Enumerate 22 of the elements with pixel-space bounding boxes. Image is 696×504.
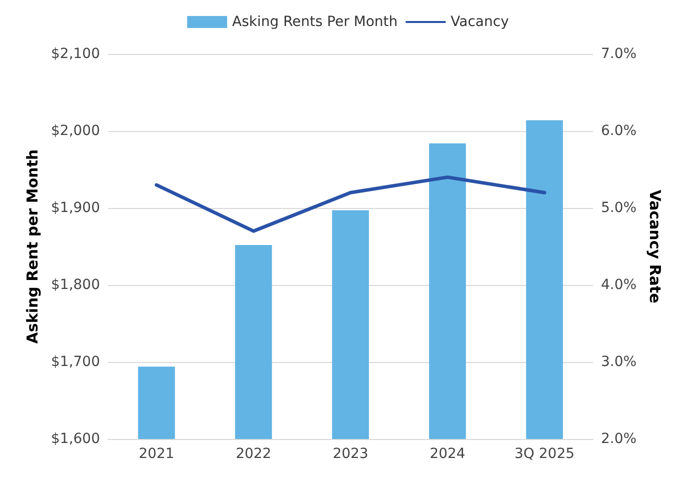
y2-tick-label: 7.0%: [601, 46, 637, 62]
y-tick-label: $2,000: [51, 123, 100, 139]
y2-tick-label: 2.0%: [601, 431, 637, 447]
y-tick-label: $1,900: [51, 200, 100, 216]
y-tick-label: $1,600: [51, 431, 100, 447]
y2-tick-label: 5.0%: [601, 200, 637, 216]
x-tick-label: 2023: [332, 446, 368, 462]
y2-tick-label: 6.0%: [601, 123, 637, 139]
y2-tick-label: 3.0%: [601, 354, 637, 370]
x-tick-label: 2024: [430, 446, 466, 462]
x-tick-label: 2021: [138, 446, 174, 462]
y-axis-title: Asking Rent per Month: [24, 149, 42, 344]
y-tick-label: $1,700: [51, 354, 100, 370]
x-tick-label: 3Q 2025: [514, 446, 575, 462]
x-tick-label: 2022: [236, 446, 272, 462]
y-tick-label: $2,100: [51, 46, 100, 62]
legend-label: Vacancy: [450, 14, 509, 30]
y2-axis-title: Vacancy Rate: [646, 190, 664, 304]
y2-tick-label: 4.0%: [601, 277, 637, 293]
y-tick-label: $1,800: [51, 277, 100, 293]
line-series: [154, 175, 546, 233]
legend-label: Asking Rents Per Month: [232, 14, 398, 30]
